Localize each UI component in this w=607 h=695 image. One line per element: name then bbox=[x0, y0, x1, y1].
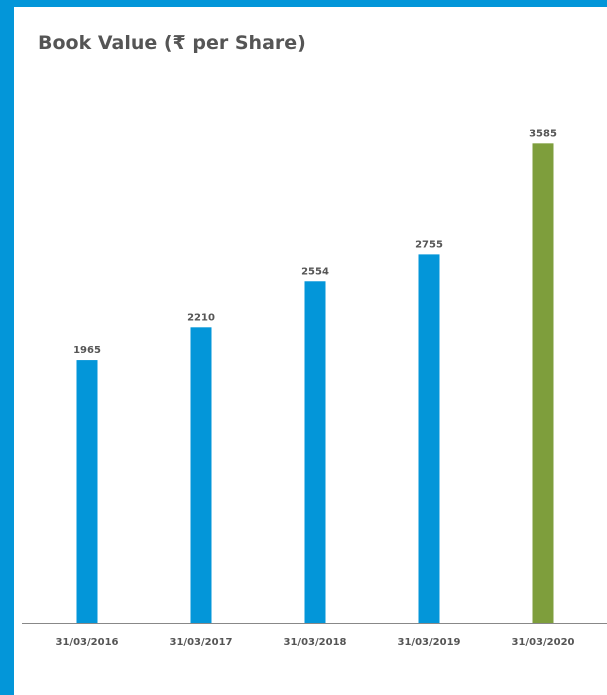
category-label-0: 31/03/2016 bbox=[56, 637, 119, 648]
value-label-2: 2554 bbox=[301, 266, 329, 277]
value-label-4: 3585 bbox=[529, 128, 557, 139]
bar-0 bbox=[76, 360, 98, 623]
bars-group bbox=[76, 143, 554, 624]
category-label-2: 31/03/2018 bbox=[284, 637, 347, 648]
category-label-4: 31/03/2020 bbox=[512, 637, 575, 648]
chart-title: Book Value (₹ per Share) bbox=[38, 32, 306, 54]
bar-2 bbox=[304, 281, 326, 623]
category-labels-group: 31/03/2016 31/03/2017 31/03/2018 31/03/2019… bbox=[56, 637, 575, 648]
value-label-3: 2755 bbox=[415, 239, 443, 250]
value-labels-group: 1965 2210 2554 2755 3585 bbox=[73, 128, 557, 356]
value-label-0: 1965 bbox=[73, 345, 101, 356]
category-label-1: 31/03/2017 bbox=[170, 637, 233, 648]
bar-3 bbox=[418, 254, 440, 624]
category-label-3: 31/03/2019 bbox=[398, 637, 461, 648]
bar-1 bbox=[190, 327, 212, 623]
value-label-1: 2210 bbox=[187, 312, 215, 323]
bar-4 bbox=[532, 143, 554, 623]
